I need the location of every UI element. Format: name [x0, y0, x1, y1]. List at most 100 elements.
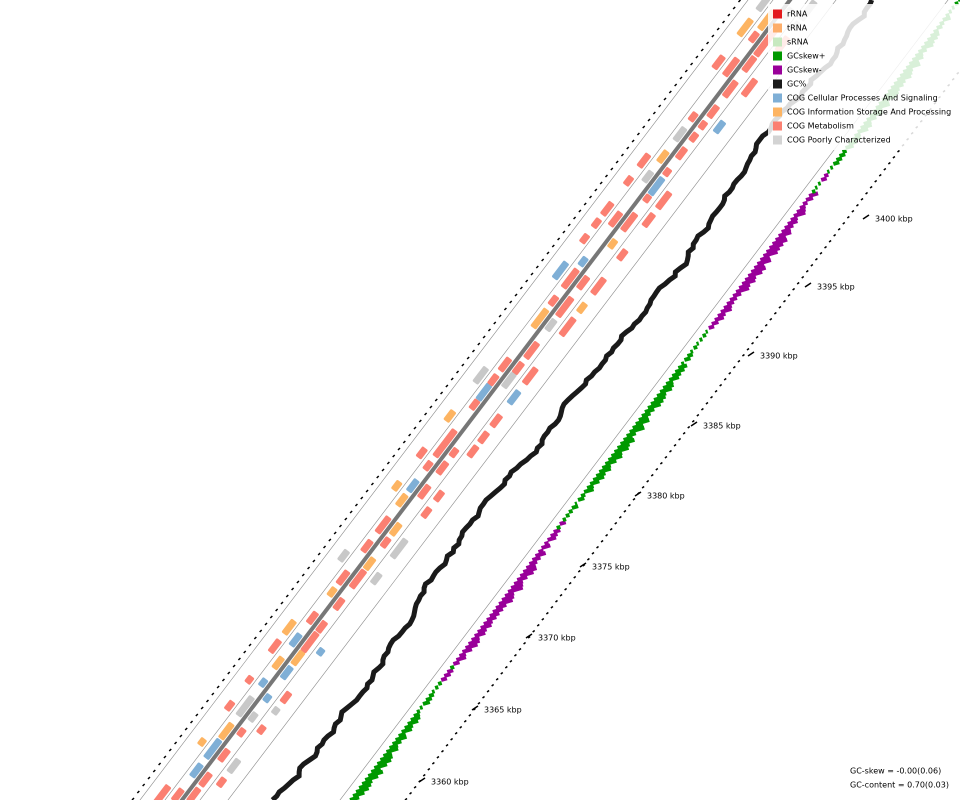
gene	[433, 489, 445, 503]
tick	[184, 727, 188, 731]
gc-skew-bar	[528, 559, 538, 566]
tick	[557, 237, 561, 241]
tick	[623, 509, 627, 513]
tick	[711, 34, 715, 38]
tick	[721, 20, 726, 24]
gc-skew-bar	[568, 508, 574, 514]
tick	[669, 449, 672, 453]
gene	[256, 724, 267, 735]
tick	[468, 713, 472, 717]
gc-skew-bar	[723, 303, 733, 310]
gene	[741, 55, 758, 73]
tick	[519, 286, 523, 290]
scale-label: 3390 kbp	[760, 352, 798, 361]
gene	[226, 757, 242, 774]
gc-skew-bar	[367, 769, 384, 778]
gc-skew-bar	[778, 230, 792, 238]
tick	[610, 167, 614, 171]
gc-skew-bar	[376, 757, 392, 766]
gc-skew-bar	[522, 566, 538, 574]
gc-skew-bar	[416, 709, 421, 714]
gc-skew-bar	[738, 282, 751, 290]
tick	[674, 83, 678, 87]
gene	[262, 693, 273, 704]
gc-content-stat: GC-content = 0.70(0.03)	[850, 781, 949, 790]
gene	[687, 111, 699, 123]
gc-skew-bar	[711, 320, 719, 326]
gene	[477, 430, 490, 445]
tick	[567, 223, 571, 227]
gene	[197, 737, 207, 747]
tick	[158, 762, 162, 766]
tick	[573, 216, 577, 220]
gc-skew-bar	[808, 191, 819, 198]
gc-skew-bar	[829, 165, 834, 170]
tick	[594, 188, 598, 192]
tick	[586, 557, 590, 561]
gc-skew-bar	[820, 176, 828, 182]
tick	[679, 76, 683, 80]
gc-skew-bar	[480, 622, 492, 630]
tick	[216, 685, 220, 689]
tick	[498, 314, 502, 318]
scale-label: 3370 kbp	[538, 634, 576, 643]
scale-label: 3360 kbp	[431, 778, 469, 787]
gc-skew-bar	[598, 466, 612, 474]
tick	[532, 629, 536, 633]
gc-skew-bar	[471, 635, 481, 642]
tick	[200, 706, 204, 710]
tick	[514, 293, 518, 297]
tick	[376, 475, 380, 479]
backbone	[179, 0, 793, 800]
gene	[349, 568, 367, 590]
scale-label: 3395 kbp	[817, 283, 855, 292]
gc-skew-bar	[671, 371, 682, 378]
gc-skew-bar	[467, 638, 481, 646]
gc-skew-bar	[513, 579, 524, 586]
gene	[672, 126, 688, 143]
tick	[583, 202, 587, 206]
gc-skew-bar	[787, 219, 798, 226]
tick	[551, 244, 555, 248]
gene	[152, 784, 171, 800]
gc-skew-bar	[629, 425, 645, 434]
tick	[719, 383, 723, 387]
gc-skew-bar	[747, 269, 763, 278]
tick	[402, 440, 406, 444]
legend-swatch	[773, 37, 782, 47]
gc-skew-bar	[537, 548, 545, 554]
tick	[360, 496, 364, 500]
gc-skew-bar	[790, 216, 799, 222]
legend-swatch	[773, 135, 782, 145]
gc-skew-bar	[461, 647, 473, 654]
tick	[618, 515, 622, 519]
tick	[690, 62, 694, 66]
gene	[600, 201, 615, 217]
tick	[232, 664, 236, 668]
tick	[897, 149, 900, 153]
major-tick	[747, 351, 755, 357]
gc-skew-bar	[586, 484, 595, 490]
gc-skew-bar	[391, 739, 402, 746]
gene	[576, 301, 588, 314]
gene	[489, 413, 503, 429]
gc-skew-bar	[601, 463, 612, 470]
gene	[217, 747, 231, 763]
gene	[636, 152, 652, 169]
scale-label: 3375 kbp	[592, 563, 630, 572]
tick	[737, 359, 741, 363]
gene	[271, 706, 281, 716]
gc-skew-bar	[507, 585, 524, 594]
gc-skew-bar	[446, 668, 454, 674]
tick	[796, 281, 800, 285]
gc-skew-bar	[623, 435, 634, 442]
gene	[441, 428, 458, 448]
tick	[887, 161, 891, 165]
gene	[697, 119, 708, 131]
gene	[186, 786, 202, 800]
gene	[224, 699, 236, 712]
tick	[650, 473, 654, 477]
tick	[495, 677, 499, 681]
gc-skew-stat: GC-skew = -0.00(0.06)	[850, 767, 941, 776]
tick	[264, 622, 268, 626]
